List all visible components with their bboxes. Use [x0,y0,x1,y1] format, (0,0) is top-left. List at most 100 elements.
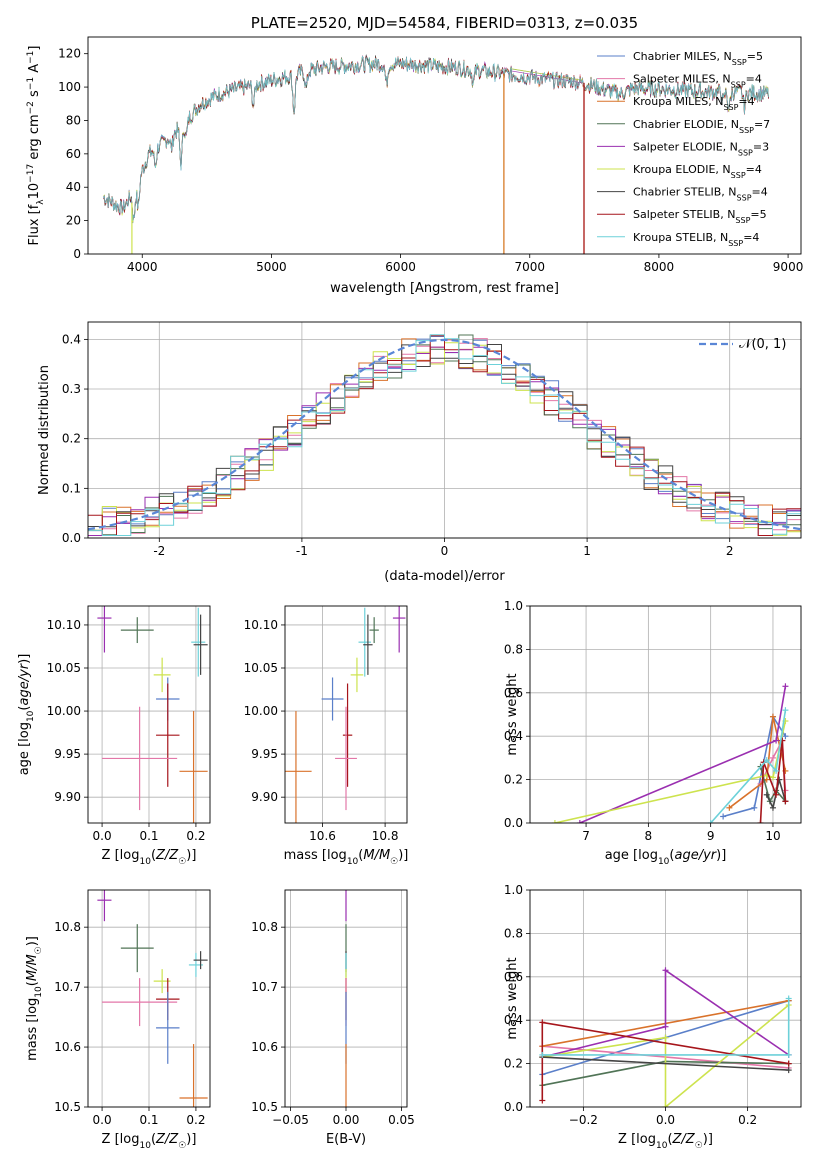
y-tick-label: 9.90 [54,790,81,804]
label-part: )] [25,936,40,946]
label-part: Z [log [618,1132,656,1147]
plot-area [551,683,789,823]
legend-name: Salpeter MILES, N [633,73,731,86]
x-tick-label: 8000 [644,260,675,274]
label-part: M/M [363,848,390,863]
y-tick-label: 0.0 [504,1100,523,1114]
label-part: 10 [347,857,359,867]
label-part: ( [358,848,363,863]
legend-n: =4 [752,186,768,199]
y-axis-label: mass [log10(M/M☉)] [25,936,44,1061]
label-part: 10 [139,1141,151,1151]
x-tick-label: 6000 [385,260,416,274]
label-part: ( [151,1132,156,1147]
legend-sub: SSP [737,193,752,202]
legend-label-salpeter-miles: Salpeter MILES, NSSP=4 [633,73,762,90]
x-tick-label: 8 [645,829,653,843]
y-tick-label: 10.6 [251,1040,278,1054]
x-tick-label: 10.6 [309,829,336,843]
label-part: s [27,90,42,101]
x-axis-label: E(B-V) [326,1132,366,1147]
x-tick-label: 9 [707,829,715,843]
y-tick-label: 100 [58,80,81,94]
chart-mass-vs-ebv: −0.05 0.00 0.05 10.5 10.6 10.7 10.8 E(B-V) [251,889,415,1147]
series-line-kroupa-stelib [710,710,787,823]
x-axis-label: age [log10(age/yr)] [605,848,727,867]
x-tick-label: 0.2 [186,829,205,843]
axes-frame [87,36,802,255]
y-tick-label: 0.4 [504,729,523,743]
x-tick-label: 2 [726,544,734,558]
plot-area [88,334,801,536]
chart-title: PLATE=2520, MJD=54584, FIBERID=0313, z=0… [251,14,638,32]
y-axis-label: Normed distribution [37,365,52,495]
y-tick-label: 9.95 [251,747,278,761]
legend-label-salpeter-stelib: Salpeter STELIB, NSSP=5 [633,208,767,225]
axes-frame [87,321,802,539]
y-tick-label: 60 [66,147,81,161]
legend-label-normal: 𝒩(0, 1) [739,337,786,352]
y-tick-label: 120 [58,47,81,61]
y-tick-label: 10.10 [47,618,81,632]
y-tick-label: 10.6 [54,1040,81,1054]
plot-area [97,890,208,1107]
x-tick-label: −0.2 [569,1113,598,1127]
y-tick-label: 10.10 [244,618,278,632]
x-tick-label: −0.05 [272,1113,309,1127]
label-part: 10 [27,183,42,200]
y-tick-label: 1.0 [504,883,523,897]
y-tick-label: 0.8 [504,642,523,656]
y-tick-label: 40 [66,180,81,194]
y-tick-label: 0.3 [62,382,81,396]
label-part: Flux [f [27,204,42,245]
series-line-kroupa-miles [728,716,787,809]
label-part: Z/Z [155,848,179,863]
y-axis-label: age [log10(age/yr)] [17,654,36,776]
x-axis-label: Z [log10(Z/Z☉)] [102,1132,197,1151]
series-line-chabrier-stelib [542,1056,789,1071]
label-part: −2 [26,101,36,114]
legend-name: Chabrier ELODIE, N [633,118,739,131]
label-part: age/yr [674,848,717,863]
x-tick-label: 10.8 [372,829,399,843]
x-tick-label: 0.00 [333,1113,360,1127]
series-line-salpeter-elodie [542,968,790,1058]
y-tick-label: 0.2 [504,1057,523,1071]
histogram-salpeter-stelib [88,335,801,536]
label-part: age [log [17,722,32,775]
x-tick-label: 0.05 [388,1113,415,1127]
x-tick-label: 7 [582,829,590,843]
legend-n: =3 [753,140,769,153]
label-part: M/M [25,954,40,981]
y-tick-label: 0.1 [62,481,81,495]
y-axis-label: Flux [fλ10−17 erg cm−2 s−1 A−1] [26,46,46,246]
label-part: ☉ [34,946,44,954]
y-axis-label: mass weight [505,673,520,755]
y-tick-label: 80 [66,113,81,127]
y-tick-label: 10.00 [47,704,81,718]
x-axis-label: mass [log10(M/M☉)] [284,848,409,867]
y-tick-label: 10.00 [244,704,278,718]
y-tick-label: 10.8 [54,920,81,934]
label-part: −1 [26,51,36,64]
plot-area [97,606,208,823]
x-tick-label: 1 [583,544,591,558]
y-tick-label: 10.8 [251,920,278,934]
label-part: age/yr [17,662,32,705]
chart-residuals: -2 -1 0 1 2 0.0 0.1 0.2 0.3 0.4 (data-model)/error… [37,321,802,584]
legend-sub: SSP [728,238,743,247]
y-tick-label: 10.05 [47,661,81,675]
label-part: 10 [139,857,151,867]
legend-n: =4 [746,163,762,176]
x-axis-label: (data-model)/error [384,569,505,584]
label-part: −1 [26,77,36,90]
y-tick-label: 9.90 [251,790,278,804]
chart-weight-vs-Z: −0.2 0.0 0.2 0.0 0.2 0.4 0.6 0.8 1.0 Z [log10(Z/Z… [504,883,802,1151]
legend-n: =7 [754,118,770,131]
label-part: )] [186,848,196,863]
label-part: )] [716,848,726,863]
plot-area [285,606,406,823]
x-tick-label: 4000 [127,260,158,274]
